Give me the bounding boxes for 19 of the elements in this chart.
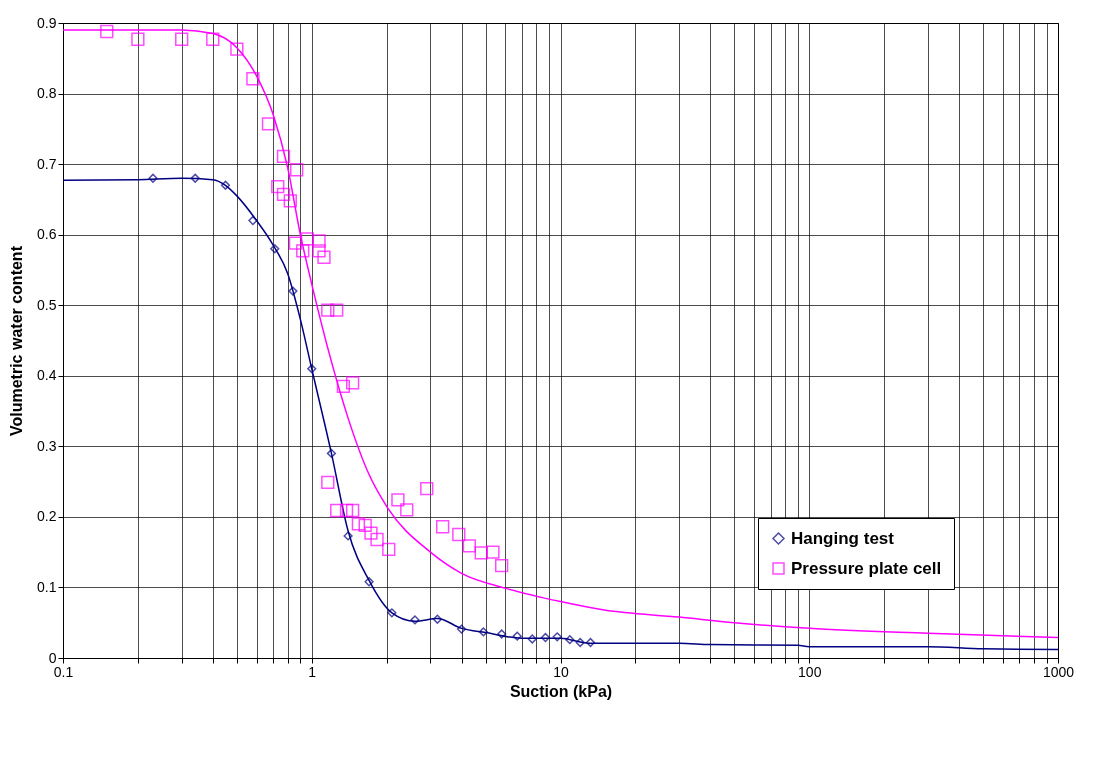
y-tick-label: 0.9	[37, 14, 57, 31]
y-tick-label: 0.1	[37, 578, 57, 595]
x-tick-label: 0.1	[53, 663, 74, 680]
y-tick-label: 0.3	[37, 437, 57, 454]
y-axis-title: Volumetric water content	[8, 245, 26, 436]
x-tick-label: 1000	[1042, 663, 1075, 680]
legend-label: Pressure plate cell	[791, 558, 942, 578]
y-tick-label: 0.6	[37, 226, 57, 243]
x-axis-title: Suction (kPa)	[509, 682, 613, 700]
y-tick-label: 0.4	[37, 367, 57, 384]
legend-label: Hanging test	[791, 528, 895, 548]
y-tick-label: 0.7	[37, 155, 57, 172]
y-tick-label: 0.8	[37, 85, 57, 102]
y-tick-label: 0	[48, 649, 57, 666]
x-tick-label: 100	[798, 663, 822, 680]
y-tick-label: 0.5	[37, 296, 57, 313]
x-tick-label: 10	[553, 663, 569, 680]
y-tick-label: 0.2	[37, 508, 57, 525]
x-tick-label: 1	[308, 663, 317, 680]
